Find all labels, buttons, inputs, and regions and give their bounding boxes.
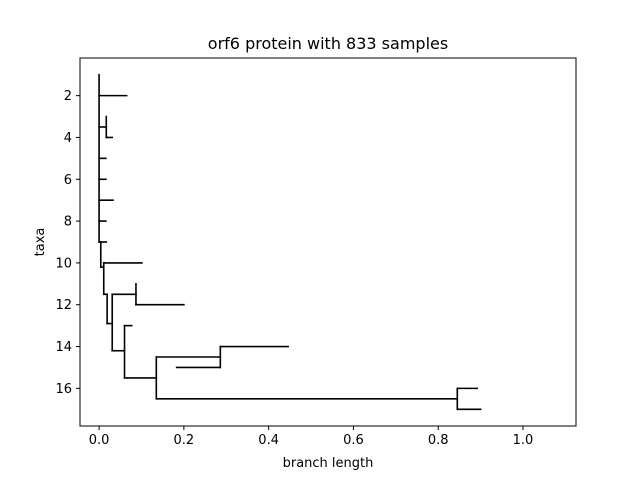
x-tick-label: 0.8 [428,433,449,448]
x-tick-label: 0.6 [343,433,364,448]
y-tick-label: 16 [55,382,72,397]
y-tick-label: 4 [64,131,72,146]
y-axis-ticks: 2 4 6 8 10 12 14 16 [55,89,80,397]
y-tick-label: 14 [55,340,72,355]
y-axis-label: taxa [33,228,48,257]
x-tick-label: 0.4 [258,433,279,448]
y-tick-label: 8 [64,215,72,230]
y-tick-label: 12 [55,298,72,313]
x-axis-label: branch length [283,456,374,471]
x-axis-ticks: 0.0 0.2 0.4 0.6 0.8 1.0 [89,426,534,448]
y-tick-label: 2 [64,89,72,104]
x-tick-label: 0.0 [89,433,110,448]
x-tick-label: 0.2 [174,433,195,448]
x-tick-label: 1.0 [513,433,534,448]
tree-branches [98,73,482,411]
y-tick-label: 10 [55,256,72,271]
y-tick-label: 6 [64,173,72,188]
plot-frame [79,57,577,427]
chart-title: orf6 protein with 833 samples [208,34,448,53]
